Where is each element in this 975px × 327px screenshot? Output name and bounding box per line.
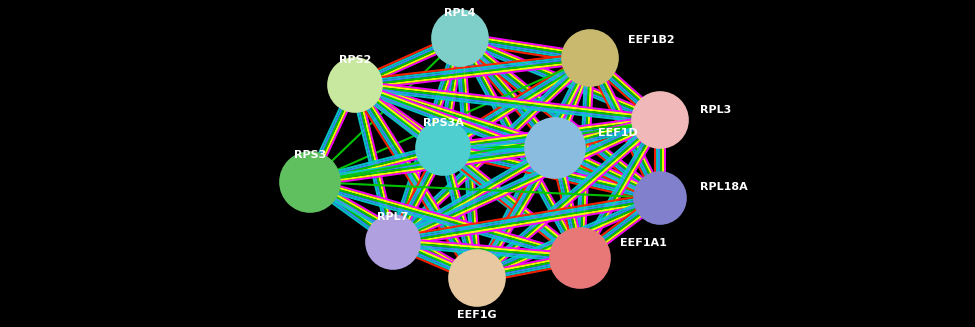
Circle shape [634,172,686,224]
Circle shape [328,58,382,112]
Circle shape [454,255,500,301]
Text: RPL4: RPL4 [445,8,476,18]
Circle shape [437,15,483,61]
Circle shape [416,121,470,175]
Circle shape [370,220,415,264]
Circle shape [639,177,682,219]
Text: EEF1A1: EEF1A1 [620,238,667,248]
Circle shape [637,97,682,143]
Circle shape [525,118,585,178]
Text: RPL18A: RPL18A [700,182,748,192]
Circle shape [286,157,334,207]
Circle shape [530,123,579,173]
Circle shape [366,215,420,269]
Text: RPL3: RPL3 [700,105,731,115]
Circle shape [632,92,688,148]
Text: RPL7: RPL7 [377,212,409,222]
Circle shape [432,10,488,66]
Circle shape [567,35,613,81]
Circle shape [280,152,340,212]
Circle shape [449,250,505,306]
Circle shape [556,233,604,283]
Circle shape [550,228,610,288]
Text: EEF1D: EEF1D [598,128,638,138]
Circle shape [562,30,618,86]
Text: EEF1G: EEF1G [457,310,497,320]
Text: RPS3: RPS3 [293,150,326,160]
Text: RPS2: RPS2 [339,55,371,65]
Text: RPS3A: RPS3A [422,118,463,128]
Circle shape [421,126,465,170]
Text: EEF1B2: EEF1B2 [628,35,675,45]
Circle shape [332,63,377,107]
